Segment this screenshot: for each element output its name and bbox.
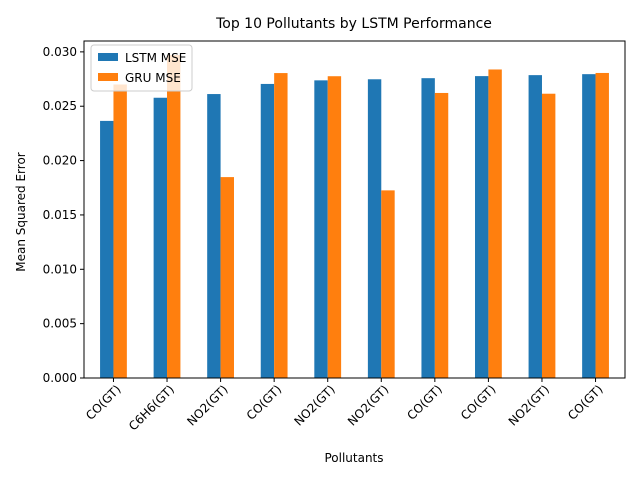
legend-label-1: GRU MSE [125,71,181,85]
legend-swatch-1 [98,73,118,81]
bar-gru-4 [327,76,342,378]
bar-lstm-5 [367,79,382,379]
bar-lstm-0 [100,120,114,379]
bar-lstm-2 [207,94,221,379]
bar-lstm-3 [260,83,275,378]
plot-area: 0.000 0.005 0.010 0.015 0.020 0.025 0.030 CO(GT… [43,40,626,433]
bar-gru-3 [274,73,288,378]
x-tick-label: NO2(GT) [345,382,391,428]
bar-gru-5 [381,190,395,378]
y-tick-label: 0.020 [43,154,77,168]
x-tick-label: C6H6(GT) [126,382,177,433]
bar-gru-0 [113,84,127,378]
x-tick-label: CO(GT) [244,382,285,423]
bar-gru-8 [541,93,556,378]
bar-lstm-1 [153,97,168,378]
bar-gru-2 [220,177,234,378]
legend-label-0: LSTM MSE [125,51,186,65]
x-tick-label: NO2(GT) [184,382,230,428]
bar-lstm-7 [475,76,489,379]
chart-title: Top 10 Pollutants by LSTM Performance [215,16,492,32]
y-tick-label: 0.010 [43,262,77,276]
plot-frame [83,40,626,379]
bar-gru-6 [434,92,449,379]
y-tick-label: 0.030 [43,45,77,59]
bar-gru-9 [595,72,609,379]
bar-lstm-9 [582,74,596,378]
legend-swatch-0 [98,53,118,61]
y-tick-label: 0.015 [43,208,77,222]
x-tick-label: CO(GT) [565,382,606,423]
y-tick-label: 0.000 [43,371,77,385]
y-tick-label: 0.025 [43,99,77,113]
legend: LSTM MSE GRU MSE [90,44,193,92]
x-axis-title: Pollutants [324,451,383,465]
bar-lstm-4 [314,80,328,378]
x-tick-label: NO2(GT) [291,382,337,428]
bar-gru-7 [488,69,502,378]
y-tick-label: 0.005 [43,317,77,331]
bar-lstm-6 [421,78,435,379]
bar-gru-1 [167,55,181,378]
x-tick-label: CO(GT) [83,382,124,423]
x-tick-label: CO(GT) [404,382,445,423]
x-tick-label: NO2(GT) [506,382,552,428]
y-axis-title: Mean Squared Error [14,152,28,272]
x-tick-label: CO(GT) [458,382,499,423]
bar-lstm-8 [528,75,542,378]
